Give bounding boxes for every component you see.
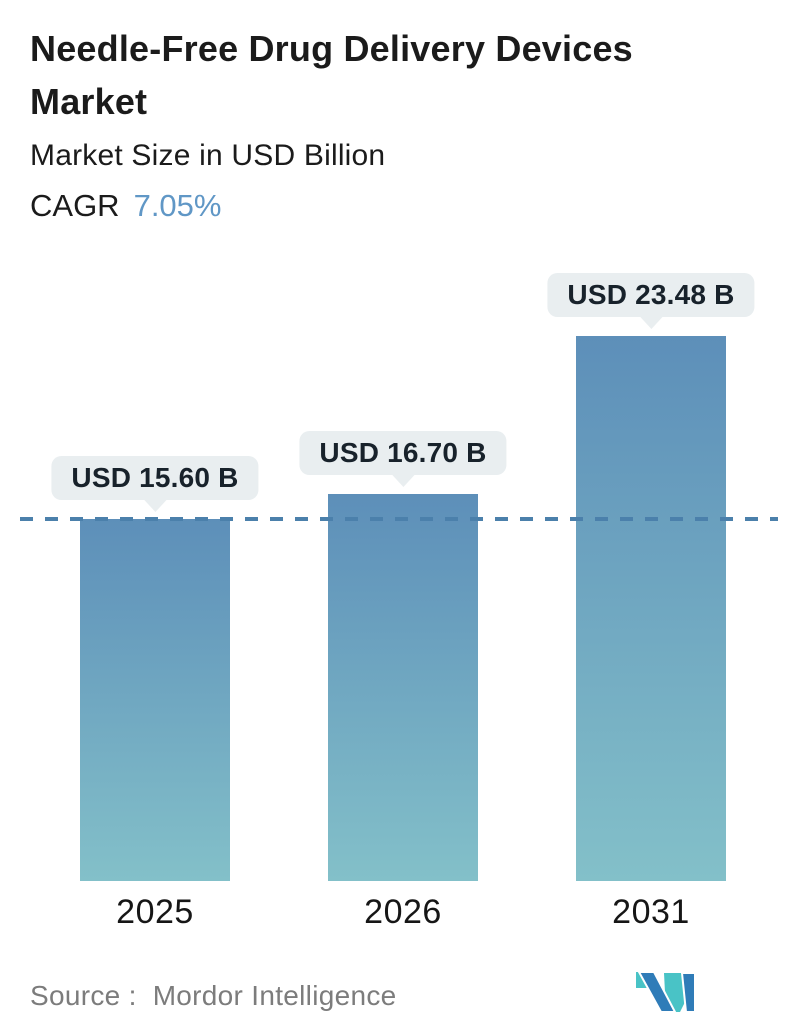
x-axis-label-2026: 2026 [364,893,442,931]
x-axis-label-2031: 2031 [612,893,690,931]
cagr-label: CAGR [30,188,120,223]
source-value: Mordor Intelligence [152,980,397,1011]
value-label-badge-2026: USD 16.70 B [299,431,507,475]
cagr-row: CAGR 7.05% [30,188,221,224]
x-axis-label-2025: 2025 [116,893,194,931]
mordor-intelligence-logo-icon [636,971,696,1013]
source-label: Source : [30,980,137,1011]
source-attribution: Source : Mordor Intelligence [30,980,397,1012]
value-label-badge-2025: USD 15.60 B [51,456,259,500]
reference-dashed-line [20,517,778,521]
cagr-value: 7.05% [133,188,222,223]
bar-2026 [328,494,478,881]
bar-2025 [80,519,230,881]
chart-subtitle: Market Size in USD Billion [30,139,386,172]
page-title: Needle-Free Drug Delivery Devices Market [30,28,633,122]
bar-2031 [576,336,726,881]
value-label-badge-2031: USD 23.48 B [547,273,755,317]
